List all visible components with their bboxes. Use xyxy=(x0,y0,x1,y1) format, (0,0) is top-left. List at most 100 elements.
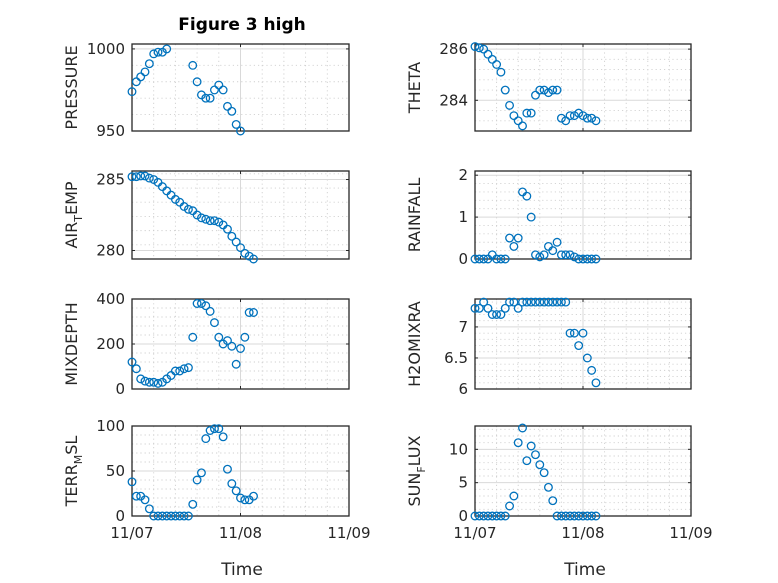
axes-theta: 284 286 THETA xyxy=(405,40,692,132)
data-point xyxy=(166,511,176,521)
data-point xyxy=(552,85,562,95)
data-point xyxy=(556,297,566,307)
data-point xyxy=(162,511,172,521)
data-point xyxy=(249,254,258,264)
data-point xyxy=(548,297,558,307)
data-point xyxy=(210,216,219,226)
data-point xyxy=(201,301,211,311)
data-point xyxy=(175,511,185,521)
data-point xyxy=(582,353,592,363)
data-point xyxy=(487,250,497,260)
data-point xyxy=(131,172,141,182)
data-point xyxy=(223,464,232,474)
data-point xyxy=(153,47,163,57)
data-point xyxy=(539,250,549,260)
y-tick-label: 950 xyxy=(96,122,125,140)
data-point xyxy=(227,479,237,489)
data-point xyxy=(543,241,553,251)
data-point xyxy=(500,511,510,521)
data-point xyxy=(218,85,228,95)
data-point xyxy=(582,511,592,521)
data-point xyxy=(470,42,480,52)
data-point xyxy=(183,204,193,214)
data-point xyxy=(192,475,202,485)
axes-terr-msl: 11/07 11/08 11/09 0 50 100 TERRMSL xyxy=(62,417,371,542)
data-point xyxy=(210,85,219,95)
axes-pressure: 950 1000 PRESSURE xyxy=(62,40,350,140)
data-point xyxy=(543,482,553,492)
data-point xyxy=(526,212,536,222)
axes-frame xyxy=(474,298,692,390)
data-point xyxy=(157,511,167,521)
data-point xyxy=(492,310,502,319)
data-point xyxy=(223,101,232,111)
data-point xyxy=(479,44,489,54)
data-point xyxy=(578,111,588,121)
data-point xyxy=(236,126,245,136)
data-point xyxy=(505,297,515,307)
data-point xyxy=(513,116,523,126)
data-point xyxy=(548,246,558,256)
data-point xyxy=(539,468,549,478)
y-tick-label: 0 xyxy=(458,250,468,268)
data-point xyxy=(513,438,523,448)
data-point xyxy=(500,254,510,264)
data-point xyxy=(531,297,540,307)
data-point xyxy=(496,511,506,521)
data-point xyxy=(236,243,245,253)
y-axis-label-subscript: F xyxy=(415,466,428,472)
figure-title: Figure 3 high xyxy=(178,15,306,35)
data-point xyxy=(531,90,540,100)
y-tick-label: 200 xyxy=(96,335,125,353)
data-point xyxy=(543,88,553,98)
data-point xyxy=(587,113,597,123)
axes-mixdepth: 0 200 400 MIXDEPTH xyxy=(62,290,350,398)
y-tick-label: 1000 xyxy=(87,40,125,58)
data-point xyxy=(188,332,198,342)
y-axis-label-main: H2OMIXRA xyxy=(405,301,424,387)
data-point xyxy=(539,297,549,307)
data-point xyxy=(231,486,241,496)
data-point xyxy=(149,49,159,59)
data-point xyxy=(483,511,493,521)
y-axis-label: TERRMSL xyxy=(62,436,85,508)
y-axis-label-main: MIXDEPTH xyxy=(62,302,81,385)
data-point xyxy=(531,250,540,260)
data-point xyxy=(127,172,137,182)
x-tick-label: 11/09 xyxy=(327,524,370,542)
y-tick-label: 2 xyxy=(458,166,468,184)
data-point xyxy=(531,450,540,460)
data-point xyxy=(214,332,224,342)
data-point xyxy=(192,299,202,308)
data-point xyxy=(513,303,523,313)
data-point xyxy=(509,491,519,501)
data-point xyxy=(500,303,510,313)
data-point xyxy=(153,378,163,388)
y-axis-label-subscript: T xyxy=(72,215,85,223)
data-point xyxy=(175,366,185,376)
data-point xyxy=(179,511,189,521)
data-point xyxy=(569,252,579,262)
data-point xyxy=(522,456,532,466)
data-point xyxy=(223,336,232,346)
data-point xyxy=(144,173,154,183)
data-point xyxy=(587,254,597,264)
y-axis-label-tail: EMP xyxy=(62,181,81,215)
data-point xyxy=(153,511,163,521)
data-point xyxy=(236,344,245,353)
data-point xyxy=(591,116,601,126)
data-point xyxy=(582,254,592,264)
data-point xyxy=(227,341,237,351)
data-point xyxy=(136,72,146,82)
data-point xyxy=(240,332,250,342)
data-point xyxy=(492,254,502,264)
y-axis-label: RAINFALL xyxy=(405,178,424,253)
data-point xyxy=(487,511,497,521)
data-point xyxy=(565,511,575,521)
y-tick-label: 6.5 xyxy=(444,349,468,367)
data-point xyxy=(574,341,584,351)
y-axis-label: SUNFLUX xyxy=(405,435,428,506)
x-tick-label: 11/09 xyxy=(669,524,712,542)
data-point xyxy=(509,241,519,251)
data-point xyxy=(188,206,198,216)
